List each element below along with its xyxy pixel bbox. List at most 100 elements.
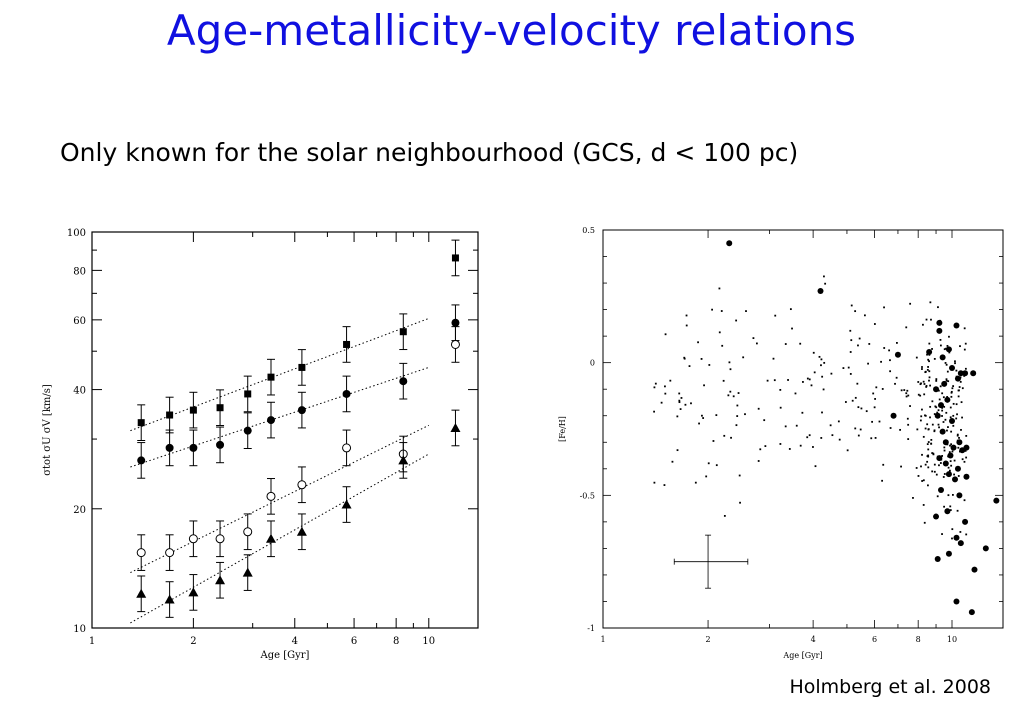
data-point bbox=[165, 443, 174, 452]
small-point bbox=[927, 448, 930, 451]
data-point bbox=[244, 390, 252, 398]
big-point bbox=[934, 412, 941, 419]
big-point bbox=[953, 534, 960, 541]
small-point bbox=[949, 444, 951, 447]
data-point bbox=[136, 548, 146, 558]
y-tick-label: 80 bbox=[73, 266, 86, 277]
small-point bbox=[905, 395, 908, 398]
big-point bbox=[890, 412, 897, 419]
data-point bbox=[165, 548, 175, 558]
x-tick-label: 10 bbox=[422, 636, 435, 647]
small-point bbox=[936, 411, 939, 414]
small-point bbox=[847, 366, 850, 369]
small-point bbox=[684, 403, 687, 406]
small-point bbox=[919, 419, 922, 422]
small-point bbox=[926, 460, 929, 463]
fit-line bbox=[130, 424, 430, 574]
small-point bbox=[938, 464, 940, 467]
small-point bbox=[736, 404, 739, 407]
small-point bbox=[870, 437, 873, 440]
big-point bbox=[817, 288, 824, 295]
data-point bbox=[137, 419, 145, 427]
small-point bbox=[928, 360, 930, 363]
small-point bbox=[955, 369, 958, 372]
small-point bbox=[883, 347, 886, 349]
slide-subtitle: Only known for the solar neighbourhood (… bbox=[60, 138, 799, 167]
small-point bbox=[924, 414, 926, 417]
small-point bbox=[737, 392, 740, 394]
small-point bbox=[959, 380, 962, 383]
big-point bbox=[944, 396, 951, 403]
small-point bbox=[700, 358, 703, 360]
big-point bbox=[938, 487, 945, 494]
small-point bbox=[922, 323, 924, 326]
big-point bbox=[956, 439, 963, 446]
small-point bbox=[939, 344, 942, 347]
small-point bbox=[938, 398, 941, 401]
y-tick-label: 40 bbox=[73, 386, 86, 397]
small-point bbox=[799, 342, 802, 345]
small-point bbox=[923, 521, 926, 524]
data-point bbox=[342, 389, 351, 398]
small-point bbox=[728, 361, 731, 364]
small-point bbox=[676, 449, 679, 452]
small-point bbox=[939, 385, 942, 388]
big-point bbox=[947, 452, 954, 459]
small-point bbox=[715, 414, 718, 417]
small-point bbox=[851, 399, 854, 402]
small-point bbox=[948, 451, 951, 454]
metallicity-chart: 1 2 4 6 8 10 0.5 0 -0.5 -1 Age [Gyr] [Fe/H] bbox=[558, 226, 1004, 660]
small-point bbox=[951, 537, 953, 540]
small-point bbox=[926, 423, 929, 426]
small-point bbox=[814, 465, 817, 468]
small-point bbox=[808, 434, 811, 437]
small-point bbox=[920, 382, 922, 385]
small-point bbox=[889, 427, 892, 429]
small-point bbox=[944, 362, 947, 364]
small-point bbox=[953, 473, 955, 476]
fit-line bbox=[130, 453, 430, 624]
small-point bbox=[789, 308, 792, 311]
small-point bbox=[698, 422, 700, 425]
data-point bbox=[451, 318, 460, 327]
small-point bbox=[921, 366, 923, 368]
small-point bbox=[906, 389, 909, 392]
small-point bbox=[948, 335, 950, 338]
small-point bbox=[690, 402, 692, 405]
small-point bbox=[943, 405, 946, 408]
big-point bbox=[941, 380, 948, 387]
small-point bbox=[964, 367, 967, 370]
small-point bbox=[671, 460, 674, 463]
small-point bbox=[721, 344, 724, 347]
small-point bbox=[688, 365, 691, 367]
small-point bbox=[943, 473, 946, 475]
data-point bbox=[166, 411, 174, 419]
small-point bbox=[846, 449, 849, 452]
small-point bbox=[779, 443, 782, 445]
small-point bbox=[947, 494, 950, 497]
small-point bbox=[763, 419, 766, 422]
small-point bbox=[933, 463, 936, 466]
small-point bbox=[895, 376, 898, 379]
small-point bbox=[956, 433, 959, 436]
y-tick-label: 10 bbox=[73, 624, 86, 635]
small-point bbox=[732, 395, 735, 398]
small-point bbox=[929, 384, 932, 387]
big-point bbox=[934, 556, 941, 563]
x-tick-label: 4 bbox=[811, 635, 816, 644]
data-point bbox=[450, 422, 461, 432]
small-point bbox=[871, 420, 874, 423]
big-point bbox=[993, 497, 1000, 504]
small-point bbox=[842, 367, 845, 369]
small-point bbox=[888, 349, 891, 352]
small-point bbox=[963, 348, 966, 351]
data-point bbox=[189, 406, 197, 414]
small-point bbox=[925, 386, 928, 388]
small-point bbox=[945, 379, 948, 382]
small-point bbox=[933, 357, 936, 360]
small-point bbox=[707, 462, 710, 465]
small-point bbox=[654, 382, 657, 385]
small-point bbox=[931, 400, 934, 403]
small-point bbox=[742, 356, 745, 359]
